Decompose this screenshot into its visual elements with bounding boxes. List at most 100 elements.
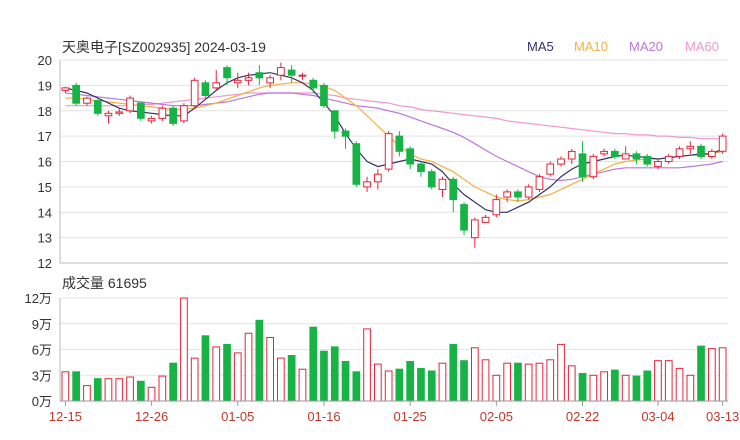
candle [190, 77, 199, 109]
candle-body [363, 181, 371, 188]
candle-body [201, 82, 210, 97]
candle [287, 65, 296, 83]
candle-body [147, 117, 156, 122]
volume-bar [664, 360, 673, 402]
price-y-tick: 17 [38, 129, 52, 144]
volume-bar [718, 347, 727, 402]
candle [93, 99, 102, 116]
volume-bar [654, 360, 662, 402]
candle [492, 194, 501, 218]
candle-body [137, 102, 145, 119]
candle [664, 153, 673, 165]
candle [104, 110, 113, 124]
candle [503, 189, 511, 203]
candle [363, 176, 371, 192]
candle-body [589, 155, 598, 178]
candle [697, 143, 705, 159]
candle [298, 72, 307, 81]
candle [427, 169, 436, 190]
candle [557, 156, 565, 167]
candle-body [514, 191, 522, 198]
volume-bar [330, 346, 339, 402]
volume-bar [126, 376, 134, 402]
candle [158, 105, 167, 121]
volume-bar [277, 357, 285, 402]
volume-bar [255, 319, 264, 402]
candle-body [180, 105, 188, 122]
candle-body [93, 100, 102, 114]
volume-bar [320, 350, 328, 402]
candle-body [352, 143, 361, 185]
volume-bar [557, 343, 565, 402]
ma10-line [65, 82, 723, 202]
candles [61, 62, 727, 248]
candle-body [481, 216, 490, 223]
candle [589, 153, 598, 180]
candle [395, 131, 404, 157]
volume-bar [266, 337, 274, 402]
candle-body [578, 153, 587, 178]
legend-item-ma20: MA20 [629, 39, 663, 54]
moving-averages [65, 72, 723, 213]
candle-body [557, 158, 565, 165]
candle-body [611, 150, 619, 157]
candle [654, 158, 662, 170]
volume-bar [287, 355, 296, 402]
price-y-tick: 20 [38, 53, 52, 68]
ma5-line [65, 72, 723, 213]
candle-body [406, 148, 414, 165]
candle-body [384, 133, 393, 170]
candle-body [126, 97, 134, 112]
volume-y-tick: 12万 [25, 291, 52, 306]
volume-bar [233, 352, 242, 402]
candle-body [61, 87, 70, 91]
candle [535, 174, 544, 192]
candle-body [503, 191, 511, 198]
volume-bar [93, 378, 102, 402]
volume-bar [223, 343, 231, 402]
volume-bar [298, 368, 307, 402]
candle [320, 82, 328, 109]
candle-body [675, 148, 684, 157]
candle-body [621, 153, 630, 160]
candle-body [244, 77, 253, 81]
price-y-tick: 18 [38, 104, 52, 119]
candle-body [546, 163, 555, 175]
volume-bar [621, 374, 630, 402]
candle-body [277, 67, 285, 76]
candle [137, 101, 145, 121]
candle-body [708, 150, 716, 157]
volume-bar [481, 359, 490, 402]
volume-bar [611, 369, 619, 402]
ma20-line [65, 92, 723, 182]
volume-bar [503, 362, 511, 402]
volume-bar [341, 361, 350, 402]
candle-body [83, 97, 91, 104]
volume-bar [61, 371, 70, 402]
candle-body [664, 155, 673, 162]
candle [341, 128, 350, 149]
volume-bar [471, 347, 479, 402]
volume-chart-title: 成交量 61695 [62, 275, 147, 291]
candle [546, 161, 555, 177]
candle [621, 146, 630, 160]
candle [115, 108, 124, 116]
candle [481, 214, 490, 223]
candle [180, 103, 188, 124]
x-tick-label: 03-04 [641, 409, 674, 424]
price-y-tick: 16 [38, 155, 52, 170]
volume-bar [244, 332, 253, 402]
candle [266, 75, 274, 88]
candle-body [115, 111, 124, 114]
candle [72, 82, 81, 106]
candle [643, 153, 652, 167]
volume-bar [384, 370, 393, 402]
candle [169, 105, 178, 126]
candle [233, 72, 242, 88]
candle-body [309, 79, 318, 89]
candle [524, 184, 533, 200]
candle [309, 77, 318, 93]
candle [223, 65, 231, 86]
